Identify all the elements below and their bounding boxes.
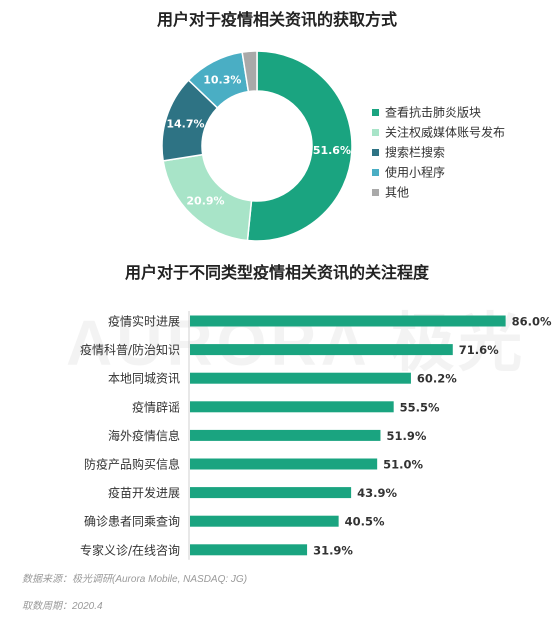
- bar-category-label-8: 专家义诊/在线咨询: [80, 542, 180, 557]
- bar-value-label-3: 55.5%: [400, 400, 440, 414]
- bar-2: [190, 372, 411, 384]
- bar-0: [190, 315, 506, 327]
- bar-category-label-1: 疫情科普/防治知识: [80, 342, 180, 357]
- bar-category-label-6: 疫苗开发进展: [108, 485, 180, 500]
- donut-slice-label-2: 14.7%: [166, 117, 204, 130]
- donut-slice-4: [241, 50, 258, 93]
- bar-1: [190, 344, 453, 356]
- legend-label-3: 使用小程序: [385, 165, 445, 180]
- bar-value-label-1: 71.6%: [459, 343, 499, 357]
- bar-value-label-5: 51.0%: [383, 458, 423, 472]
- legend-swatch-4: [372, 189, 379, 196]
- bar-8: [190, 544, 308, 556]
- bar-chart-title: 用户对于不同类型疫情相关资讯的关注程度: [124, 263, 429, 282]
- bar-5: [190, 458, 378, 470]
- bar-value-label-4: 51.9%: [386, 429, 426, 443]
- bar-value-label-8: 31.9%: [313, 543, 353, 557]
- legend-swatch-1: [372, 129, 379, 136]
- bar-category-label-7: 确诊患者同乘查询: [84, 515, 180, 529]
- bar-4: [190, 429, 381, 441]
- bar-category-label-4: 海外疫情信息: [108, 428, 180, 443]
- legend-label-4: 其他: [385, 186, 409, 200]
- bar-category-label-0: 疫情实时进展: [108, 314, 180, 329]
- bar-6: [190, 487, 352, 499]
- bar-category-label-3: 疫情辟谣: [132, 399, 180, 414]
- bar-value-label-7: 40.5%: [345, 515, 385, 529]
- donut-slice-label-1: 20.9%: [186, 195, 224, 208]
- bar-value-label-2: 60.2%: [417, 372, 457, 386]
- bar-category-label-2: 本地同城资讯: [108, 372, 180, 386]
- donut-slice-label-3: 10.3%: [203, 73, 241, 86]
- bar-7: [190, 515, 339, 527]
- legend-label-0: 查看抗击肺炎版块: [385, 105, 481, 120]
- bar-category-label-5: 防疫产品购买信息: [84, 457, 180, 472]
- legend-swatch-0: [372, 109, 379, 116]
- donut-slice-label-0: 51.6%: [313, 144, 351, 157]
- footer-period: 取数周期：2020.4: [22, 601, 103, 612]
- bar-value-label-0: 86.0%: [512, 315, 552, 329]
- bar-3: [190, 401, 394, 413]
- footer-source: 数据来源：极光调研(Aurora Mobile, NASDAQ: JG): [22, 574, 248, 585]
- donut-slice-0: [246, 50, 353, 242]
- legend-swatch-3: [372, 169, 379, 176]
- legend-label-1: 关注权威媒体账号发布: [385, 125, 505, 140]
- donut-chart-title: 用户对于疫情相关资讯的获取方式: [156, 10, 397, 29]
- legend-swatch-2: [372, 149, 379, 156]
- legend-label-2: 搜索栏搜索: [385, 145, 445, 160]
- bar-value-label-6: 43.9%: [357, 486, 397, 500]
